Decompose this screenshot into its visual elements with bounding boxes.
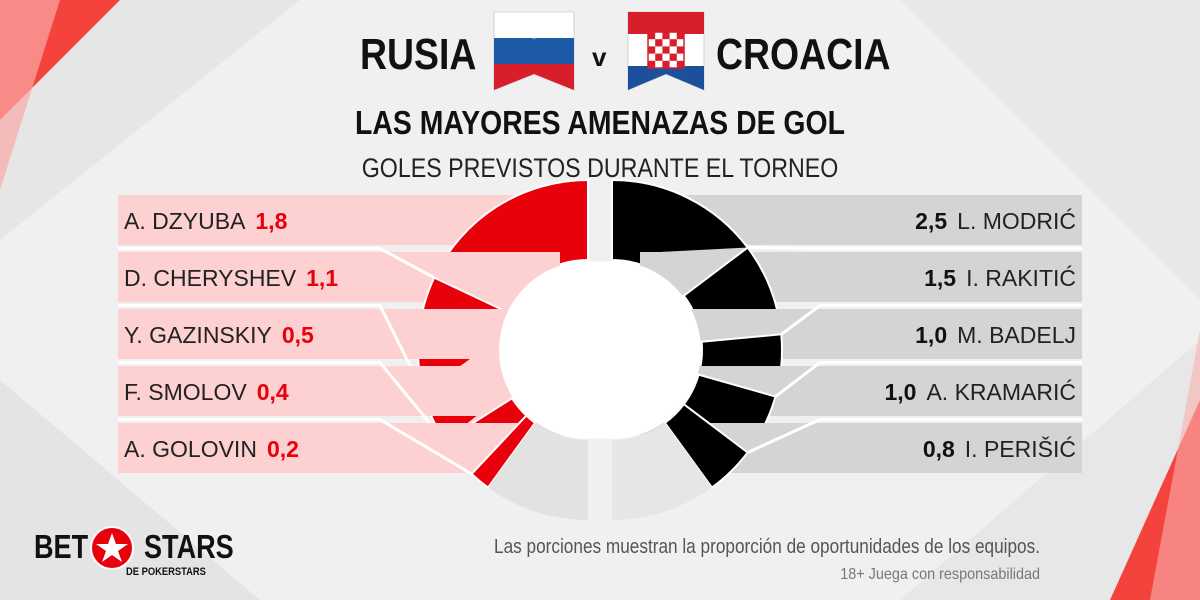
headline: LAS MAYORES AMENAZAS DE GOL <box>355 104 845 141</box>
player-name-label: A. DZYUBA <box>124 208 246 234</box>
responsible-gaming-note: 18+ Juega con responsabilidad <box>840 566 1040 583</box>
player-name-label: A. KRAMARIĆ <box>926 379 1076 405</box>
separator-line <box>780 304 1082 336</box>
player-value-label: 0,4 <box>257 379 289 405</box>
croatia-flag-icon <box>627 11 705 91</box>
separator-line <box>747 418 1082 454</box>
logo-bet-text: BET <box>34 528 89 565</box>
player-name-label: A. GOLOVIN <box>124 436 257 462</box>
player-name-label: I. RAKITIĆ <box>966 265 1076 291</box>
player-value-label: 1,1 <box>306 265 338 291</box>
separator-line <box>118 418 473 476</box>
player-name-label: Y. GAZINSKIY <box>124 322 272 348</box>
player-value-label: 1,5 <box>924 265 956 291</box>
separator-line <box>774 361 1082 398</box>
logo-stars-text: STARS <box>144 528 234 565</box>
donut-remainder <box>488 422 588 520</box>
player-name-label: L. MODRIĆ <box>957 208 1076 234</box>
russia-flag-icon <box>493 11 575 91</box>
team-left-name: RUSIA <box>360 30 477 79</box>
footnote: Las porciones muestran la proporción de … <box>494 536 1041 558</box>
player-value-label: 1,0 <box>884 379 916 405</box>
separator-line <box>118 304 425 393</box>
separator-line <box>118 247 435 279</box>
separator-line <box>747 246 1082 250</box>
series-rusia: A. DZYUBA 1,8 D. CHERYSHEV 1,1 Y. GAZINSKIY 0… <box>118 178 589 520</box>
player-value-label: 0,5 <box>282 322 314 348</box>
player-value-label: 1,0 <box>915 322 947 348</box>
player-name-label: I. PERIŠIĆ <box>965 435 1076 462</box>
series-croacia: L. MODRIĆ 2,5 I. RAKITIĆ 1,5 M. BADELJ 1,0 A. … <box>611 178 1082 520</box>
star-icon <box>90 526 134 570</box>
player-name-label: D. CHERYSHEV <box>124 265 297 291</box>
team-right-name: CROACIA <box>716 30 891 79</box>
player-value-label: 1,8 <box>255 208 287 234</box>
player-value-label: 2,5 <box>915 208 947 234</box>
versus-label: v <box>592 42 607 72</box>
player-name-label: M. BADELJ <box>957 322 1076 348</box>
chart-title: GOLES PREVISTOS DURANTE EL TORNEO <box>361 153 839 183</box>
betstars-logo: BET STARS DE POKERSTARS <box>34 526 234 584</box>
donut-slice <box>663 402 750 489</box>
player-name-label: F. SMOLOV <box>124 379 247 405</box>
donut-remainder <box>612 422 712 520</box>
player-value-label: 0,8 <box>923 436 955 462</box>
donut-hole-right <box>523 261 701 439</box>
player-value-label: 0,2 <box>267 436 299 462</box>
separator-line <box>118 361 446 443</box>
logo-subtitle: DE POKERSTARS <box>126 566 206 578</box>
panel-row <box>118 366 560 416</box>
